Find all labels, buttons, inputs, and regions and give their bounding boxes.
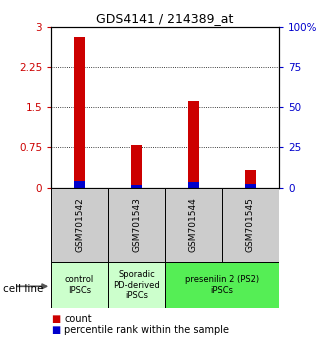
Bar xyxy=(75,37,85,188)
Bar xyxy=(51,188,108,262)
Bar xyxy=(222,188,279,262)
Text: cell line: cell line xyxy=(3,284,44,293)
Bar xyxy=(131,145,142,188)
Text: ■: ■ xyxy=(51,314,60,324)
Title: GDS4141 / 214389_at: GDS4141 / 214389_at xyxy=(96,12,234,25)
Text: Sporadic
PD-derived
iPSCs: Sporadic PD-derived iPSCs xyxy=(113,270,160,300)
Text: presenilin 2 (PS2)
iPSCs: presenilin 2 (PS2) iPSCs xyxy=(185,275,259,295)
Bar xyxy=(108,188,165,262)
Text: GSM701545: GSM701545 xyxy=(246,198,255,252)
Bar xyxy=(131,185,142,188)
Bar xyxy=(165,188,222,262)
Bar xyxy=(245,170,255,188)
Bar xyxy=(245,184,255,188)
Bar xyxy=(188,101,199,188)
Bar xyxy=(108,262,165,308)
Bar xyxy=(188,182,199,188)
Bar xyxy=(165,262,279,308)
Text: GSM701542: GSM701542 xyxy=(75,198,84,252)
Text: count: count xyxy=(64,314,92,324)
Bar xyxy=(75,181,85,188)
Text: GSM701543: GSM701543 xyxy=(132,198,141,252)
Bar xyxy=(51,262,108,308)
Text: control
IPSCs: control IPSCs xyxy=(65,275,94,295)
Text: ■: ■ xyxy=(51,325,60,335)
Text: percentile rank within the sample: percentile rank within the sample xyxy=(64,325,229,335)
Text: GSM701544: GSM701544 xyxy=(189,198,198,252)
